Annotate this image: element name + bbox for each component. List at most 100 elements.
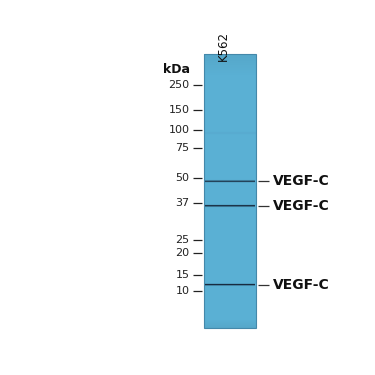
Bar [204,66,256,67]
Bar [204,184,256,185]
Bar [204,61,256,62]
Bar [204,84,256,85]
Bar [204,127,256,128]
Bar [204,243,256,244]
Text: VEGF-C: VEGF-C [273,278,330,292]
Bar [204,296,256,297]
Bar [204,99,256,100]
Bar [204,85,256,86]
Bar [204,119,256,120]
Bar [204,325,256,326]
Bar [204,187,256,188]
Bar [204,191,256,192]
Bar [204,160,256,161]
Bar [204,132,256,133]
Bar [204,97,256,98]
Bar [204,165,256,166]
Bar [204,242,256,243]
Bar [204,232,256,233]
Bar [204,233,256,234]
Bar [204,60,256,61]
Bar [204,293,256,294]
Bar [204,194,256,195]
Bar [204,152,256,153]
Bar [204,96,256,97]
Bar [204,222,256,223]
Bar [204,204,256,205]
Bar [204,80,256,81]
Bar [204,182,256,183]
Bar [204,147,256,148]
Bar [204,261,256,262]
Bar [204,300,256,301]
Bar [204,289,256,290]
Bar [204,154,256,155]
Bar [204,279,256,280]
Bar [204,176,256,177]
Bar [204,131,256,132]
Bar [204,287,256,288]
Bar [204,237,256,238]
Bar [204,322,256,323]
Text: K562: K562 [217,32,230,62]
Bar [204,108,256,109]
Bar [204,262,256,263]
Bar [204,312,256,313]
Bar [204,226,256,227]
Bar [204,71,256,72]
Bar [204,75,256,76]
Bar [204,105,256,106]
Bar [204,264,256,265]
Bar [204,283,256,284]
Bar [204,255,256,256]
Bar [204,93,256,94]
Bar [204,106,256,107]
Bar [204,113,256,114]
Bar [204,164,256,165]
Bar [204,78,256,79]
Bar [204,195,256,196]
Bar [204,256,256,257]
Bar [204,123,256,124]
Bar [204,299,256,300]
Bar [204,144,256,145]
Bar [204,211,256,212]
Bar [204,161,256,162]
Bar [204,280,256,281]
Bar [204,271,256,272]
Bar [204,130,256,131]
Bar [204,114,256,115]
Bar [204,304,256,305]
Text: 15: 15 [176,270,190,279]
Bar [204,122,256,123]
Bar [204,221,256,222]
Bar [204,215,256,216]
Bar [204,290,256,291]
Bar [204,156,256,157]
Bar [204,197,256,198]
Bar [204,234,256,235]
Bar [204,248,256,249]
Bar [204,173,256,174]
Bar [204,137,256,138]
Text: 150: 150 [169,105,190,115]
Bar [204,149,256,150]
Bar [204,228,256,229]
Bar [204,259,256,260]
Bar [204,138,256,139]
Bar [204,216,256,217]
Bar [204,305,256,306]
Bar [204,245,256,246]
Bar [204,306,256,307]
Bar [204,219,256,220]
Bar [204,145,256,146]
Bar [204,90,256,91]
Bar [204,310,256,311]
Bar [204,301,256,302]
Bar [204,185,256,186]
Bar [204,189,256,190]
Bar [204,277,256,278]
Bar [204,136,256,137]
Text: 250: 250 [168,80,190,90]
Bar [204,178,256,179]
